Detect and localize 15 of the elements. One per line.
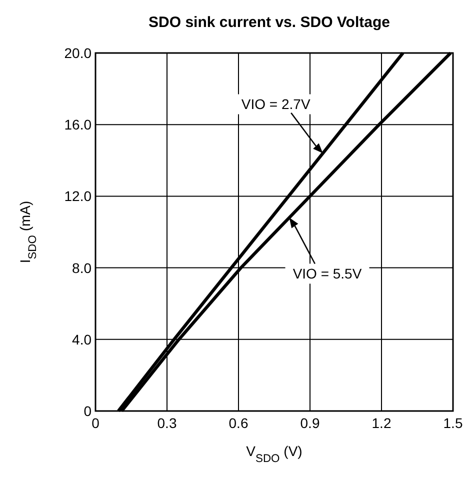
y-tick-label: 4.0 [72,331,92,348]
x-tick-label: 0.3 [157,415,177,431]
x-tick-label: 1.5 [443,415,463,431]
x-tick-label: 1.2 [372,415,392,431]
x-axis-title: V$_{SDO}$ (V) [246,443,302,465]
y-tick-label: 8.0 [72,260,92,276]
y-tick-label: 20.0 [64,45,92,61]
y-tick-label: 12.0 [64,188,92,204]
y-tick-label: 16.0 [64,116,92,133]
x-tick-label: 0.9 [300,415,320,431]
y-tick-label: 0 [84,403,92,419]
x-tick-label: 0.6 [228,415,248,431]
annotation: VIO = 5.5V [292,266,362,282]
annotation: VIO = 2.7V [241,96,311,112]
chart-title: SDO sink current vs. SDO Voltage [148,14,390,31]
